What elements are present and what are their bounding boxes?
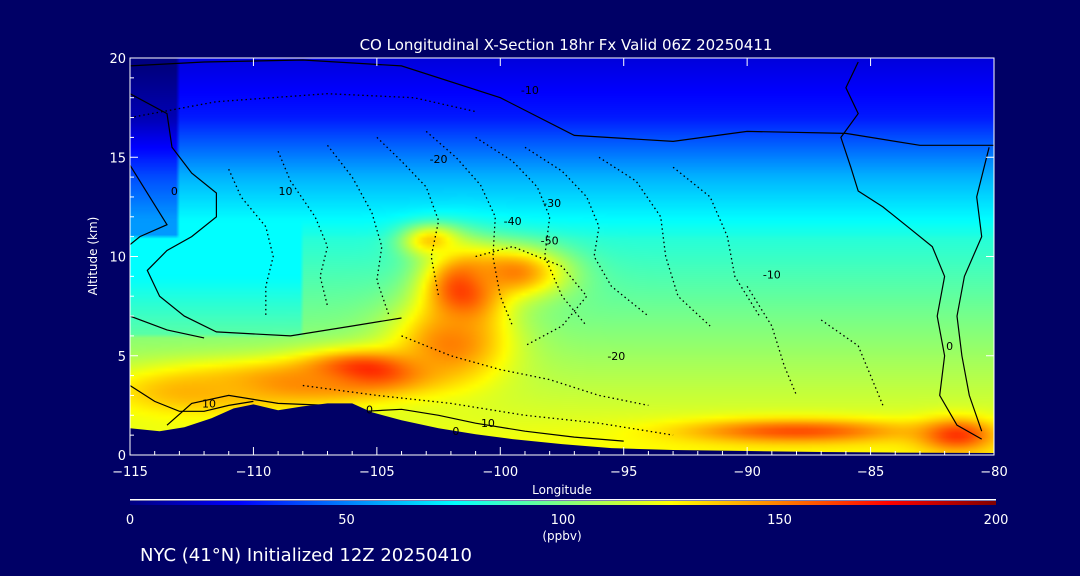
contour-label: 10 [279, 185, 293, 198]
contour-dotted [302, 384, 674, 436]
y-axis: 0 5 10 15 20 [109, 52, 994, 464]
x-tick-label: −90 [733, 465, 760, 480]
x-tick-label: −95 [610, 465, 637, 480]
colorbar-unit: (ppbv) [542, 529, 581, 543]
colorbar-tick-label: 150 [767, 513, 792, 528]
contour-label: -50 [541, 235, 559, 248]
contour-solid [130, 164, 168, 246]
y-tick-label: 10 [109, 251, 126, 266]
contour-label: -10 [763, 268, 781, 281]
contour-dotted [746, 285, 798, 396]
x-tick-label: −105 [359, 465, 395, 480]
chart-subtitle: NYC (41°N) Initialized 12Z 20250410 [140, 545, 472, 566]
contour-label: 10 [481, 417, 495, 430]
contour-label: 0 [452, 425, 459, 438]
contour-dotted [598, 156, 711, 327]
terrain-silhouette [130, 403, 994, 455]
colorbar-tick-label: 50 [338, 513, 355, 528]
contour-solid [130, 93, 402, 337]
colorbar: 0 50 100 150 200 (ppbv) [126, 499, 1009, 543]
contour-dotted [376, 136, 440, 297]
x-tick-label: −115 [112, 465, 148, 480]
contour-solid [130, 315, 205, 339]
y-tick-label: 5 [118, 350, 126, 365]
contour-dotted [820, 319, 884, 406]
contour-solid [130, 59, 994, 146]
colorbar-tick-label: 0 [126, 513, 134, 528]
contour-label: -20 [607, 350, 625, 363]
plot-area: -10 -20 10 0 -30 -40 -50 -10 -20 0 10 0 10 0 [130, 58, 994, 455]
y-tick-label: 20 [109, 52, 126, 67]
contour-solid [130, 384, 254, 412]
chart-title: CO Longitudinal X-Section 18hr Fx Valid … [360, 36, 773, 54]
contour-dotted [475, 245, 588, 347]
colorbar-ticks: 0 50 100 150 200 [126, 513, 1009, 528]
contour-solid [166, 394, 624, 442]
colorbar-line [130, 499, 996, 501]
contour-label: 0 [946, 340, 953, 353]
contour-labels: -10 -20 10 0 -30 -40 -50 -10 -20 0 10 0 10 0 [171, 84, 953, 438]
contour-label: 10 [202, 397, 216, 410]
co-concentration-field [130, 58, 994, 455]
contour-label: -40 [504, 215, 522, 228]
contour-solid [840, 61, 982, 440]
y-tick-label: 0 [118, 449, 126, 464]
y-axis-label: Altitude (km) [86, 217, 100, 296]
contour-lines [130, 59, 994, 442]
x-tick-label: −80 [980, 465, 1007, 480]
contour-label: 0 [366, 403, 373, 416]
contour-label: 0 [171, 185, 178, 198]
x-tick-label: −100 [482, 465, 518, 480]
colorbar-gradient [130, 501, 996, 505]
contour-dotted [130, 93, 476, 119]
x-axis-label: Longitude [532, 483, 592, 497]
contour-dotted [672, 166, 761, 317]
contour-solid [956, 147, 990, 432]
contour-dotted [524, 146, 649, 317]
x-tick-label: −85 [857, 465, 884, 480]
contour-label: -10 [521, 84, 539, 97]
colorbar-tick-label: 100 [551, 513, 576, 528]
contour-label: -20 [430, 153, 448, 166]
x-tick-label: −110 [236, 465, 272, 480]
contour-dotted [228, 168, 274, 317]
y-tick-label: 15 [109, 151, 126, 166]
contour-label: -30 [543, 197, 561, 210]
colorbar-tick-label: 200 [984, 513, 1009, 528]
x-axis: −115 −110 −105 −100 −95 −90 −85 −80 [112, 58, 1008, 480]
